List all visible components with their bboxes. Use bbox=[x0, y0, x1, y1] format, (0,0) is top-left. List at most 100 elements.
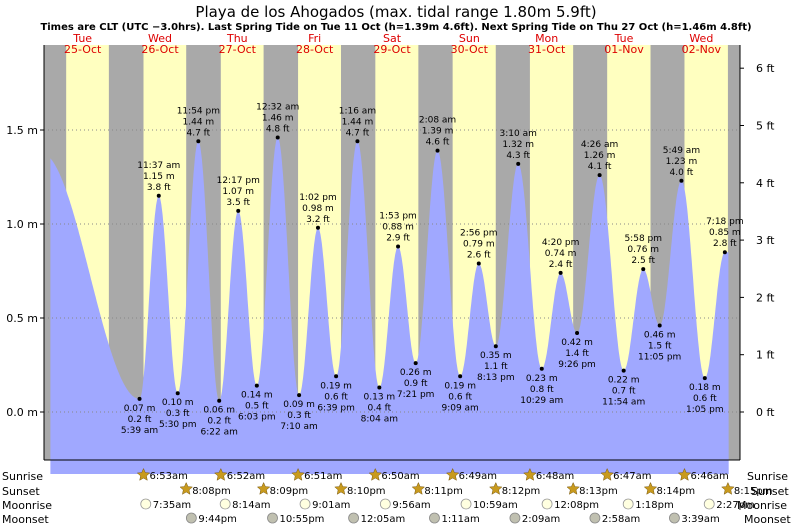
sunrise-time: 6:51am bbox=[304, 471, 342, 482]
moonrise-icon bbox=[541, 498, 553, 510]
tide-point bbox=[217, 398, 222, 403]
tide-label: 12:17 pm bbox=[217, 176, 260, 186]
row-label-moonrise-left: Moonrise bbox=[2, 499, 52, 512]
moonset-time: 1:11am bbox=[441, 514, 479, 525]
tide-label: 4.1 ft bbox=[588, 162, 612, 172]
tide-point bbox=[236, 208, 241, 213]
sunrise-time: 6:47am bbox=[613, 471, 651, 482]
sunrise-time: 6:48am bbox=[536, 471, 574, 482]
tide-label: 0.23 m bbox=[526, 374, 558, 384]
moonset-icon bbox=[509, 512, 521, 524]
sunrise-icon bbox=[136, 467, 151, 481]
tide-point bbox=[156, 193, 161, 198]
tide-label: 5:58 pm bbox=[624, 234, 662, 244]
tide-label: 9:26 pm bbox=[558, 360, 596, 370]
sunrise-time: 6:49am bbox=[459, 471, 497, 482]
day-label-date: 01-Nov bbox=[604, 43, 644, 56]
tide-label: 0.8 ft bbox=[530, 385, 554, 395]
tide-label: 2:08 am bbox=[419, 116, 456, 126]
tide-label: 2:56 pm bbox=[460, 228, 498, 238]
tide-label: 0.79 m bbox=[463, 239, 495, 249]
sunset-icon bbox=[721, 481, 735, 495]
y-tick-label-ft: 2 ft bbox=[756, 291, 775, 304]
moonrise-time: 7:35am bbox=[153, 500, 191, 511]
day-label-dow: Wed bbox=[689, 32, 713, 45]
day-label-dow: Thu bbox=[226, 32, 248, 45]
moonset-icon bbox=[669, 512, 680, 524]
tide-label: 0.2 ft bbox=[207, 417, 231, 427]
sunset-icon bbox=[566, 481, 580, 495]
y-tick-label-m: 1.5 m bbox=[6, 124, 38, 137]
tide-point bbox=[476, 261, 481, 266]
tide-label: 0.3 ft bbox=[166, 409, 190, 419]
y-tick-label-ft: 1 ft bbox=[756, 349, 775, 362]
tide-label: 7:21 pm bbox=[397, 390, 435, 400]
tide-point bbox=[396, 244, 401, 249]
day-label-dow: Mon bbox=[535, 32, 558, 45]
tide-label: 0.74 m bbox=[545, 249, 577, 259]
chart-subtitle: Times are CLT (UTC −3.0hrs). Last Spring… bbox=[40, 22, 751, 33]
day-label-dow: Wed bbox=[148, 32, 172, 45]
sunrise-time: 6:52am bbox=[227, 471, 265, 482]
tide-label: 3.5 ft bbox=[226, 198, 250, 208]
day-label-date: 25-Oct bbox=[64, 43, 102, 56]
moonrise-icon bbox=[219, 498, 231, 510]
tide-label: 9:09 am bbox=[441, 403, 478, 413]
sunrise-time: 6:46am bbox=[690, 471, 728, 482]
tide-point bbox=[315, 225, 320, 230]
tide-label: 0.14 m bbox=[241, 391, 273, 401]
tide-area-series bbox=[50, 137, 729, 475]
day-label-dow: Fri bbox=[308, 32, 321, 45]
day-label-date: 28-Oct bbox=[296, 43, 334, 56]
tide-label: 1.32 m bbox=[502, 140, 534, 150]
tide-label: 1.4 ft bbox=[565, 349, 589, 359]
moonrise-icon bbox=[622, 498, 634, 510]
sunrise-icon bbox=[368, 467, 383, 481]
sunset-icon bbox=[256, 481, 271, 495]
tide-label: 0.6 ft bbox=[693, 394, 717, 404]
tide-label: 4.7 ft bbox=[186, 128, 210, 138]
tide-label: 4.7 ft bbox=[346, 128, 370, 138]
tide-point bbox=[377, 385, 382, 390]
sunrise-icon bbox=[523, 467, 537, 481]
tide-label: 5:49 am bbox=[663, 146, 700, 156]
moonrise-icon bbox=[460, 498, 472, 510]
tide-label: 0.19 m bbox=[444, 381, 476, 391]
tide-label: 0.2 ft bbox=[128, 415, 152, 425]
tide-label: 0.42 m bbox=[561, 338, 593, 348]
sunset-time: 8:13pm bbox=[579, 486, 618, 497]
tide-label: 0.18 m bbox=[689, 383, 721, 393]
sunrise-icon bbox=[213, 467, 228, 481]
y-tick-label-m: 0.0 m bbox=[6, 406, 38, 419]
tide-label: 1.39 m bbox=[422, 127, 454, 137]
row-label-sunset-right: Sunset bbox=[751, 485, 789, 498]
tide-label: 6:39 pm bbox=[317, 403, 355, 413]
day-label-dow: Tue bbox=[72, 32, 92, 45]
moonset-icon bbox=[267, 512, 278, 524]
moonset-time: 3:39am bbox=[681, 514, 719, 525]
tide-label: 1.44 m bbox=[342, 117, 374, 127]
tide-label: 1.23 m bbox=[666, 157, 698, 167]
sunset-time: 8:11pm bbox=[424, 486, 463, 497]
moonrise-time: 1:18pm bbox=[635, 500, 674, 511]
tide-label: 7:18 pm bbox=[706, 217, 744, 227]
tide-label: 4:26 am bbox=[581, 140, 618, 150]
tide-point bbox=[297, 393, 302, 398]
moonrise-time: 2:27pm bbox=[716, 500, 755, 511]
tide-label: 6:03 pm bbox=[238, 413, 276, 423]
moonset-time: 2:58am bbox=[602, 514, 640, 525]
day-label-date: 02-Nov bbox=[682, 43, 722, 56]
tide-label: 11:54 pm bbox=[177, 106, 220, 116]
moonset-icon bbox=[429, 512, 440, 524]
tide-point bbox=[641, 267, 646, 272]
sunrise-time: 6:53am bbox=[150, 471, 188, 482]
tide-label: 0.85 m bbox=[709, 228, 741, 238]
tide-label: 0.5 ft bbox=[245, 402, 269, 412]
tide-label: 4:20 pm bbox=[542, 238, 580, 248]
day-label-date: 30-Oct bbox=[451, 43, 489, 56]
tide-point bbox=[679, 178, 684, 183]
tide-label: 1.5 ft bbox=[648, 342, 672, 352]
moonrise-time: 9:01am bbox=[312, 500, 350, 511]
sunset-icon bbox=[488, 481, 503, 495]
tide-label: 4.6 ft bbox=[426, 138, 450, 148]
